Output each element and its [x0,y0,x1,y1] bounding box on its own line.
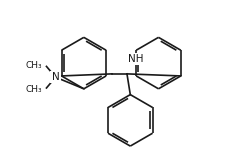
Text: CH₃: CH₃ [26,85,42,94]
Text: N: N [52,72,60,82]
Text: NH: NH [128,54,143,64]
Text: CH₃: CH₃ [26,61,42,70]
